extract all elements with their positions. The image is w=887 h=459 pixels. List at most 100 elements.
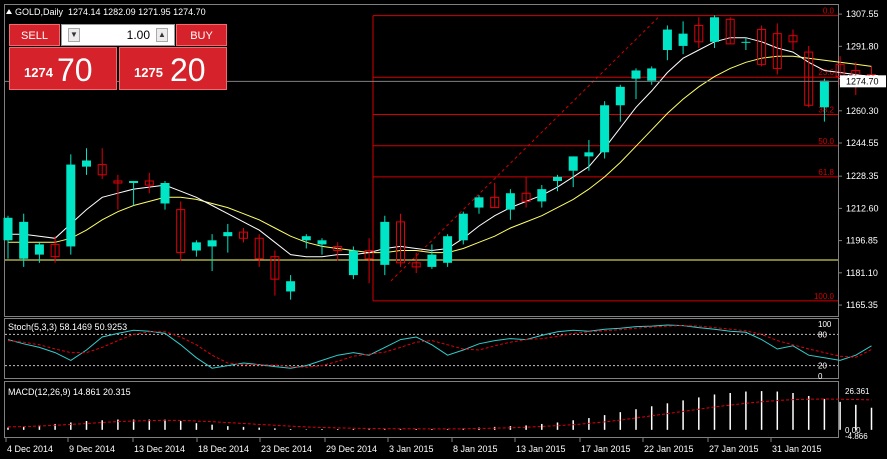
candle — [647, 66, 657, 85]
candle-body — [662, 29, 672, 51]
candle — [34, 242, 44, 263]
sell-price-button[interactable]: 1274 70 — [9, 47, 117, 90]
candle-body — [129, 180, 139, 184]
candle — [19, 213, 29, 267]
price-tick-label: 1212.60 — [846, 203, 879, 213]
candle — [819, 78, 829, 122]
fib-level-label: 23.6 — [818, 68, 834, 77]
stoch-panel[interactable] — [4, 318, 839, 379]
candle-body — [537, 189, 547, 202]
macd-signal-line — [7, 398, 872, 430]
price-axis[interactable]: 1307.551291.801276.051260.301244.551228.… — [5, 9, 886, 310]
candle — [254, 234, 264, 267]
fib-level-label: 100.0 — [814, 292, 835, 301]
buy-button[interactable]: BUY — [176, 24, 227, 46]
macd-indicator: 26.361 0.00-4.866 — [7, 387, 873, 441]
candle-body — [553, 176, 562, 181]
candle — [160, 180, 170, 210]
candle-body — [741, 41, 751, 43]
time-tick-label: 4 Dec 2014 — [7, 444, 53, 454]
buy-price-big: 20 — [170, 52, 206, 88]
candle — [396, 213, 405, 267]
stoch-main-line — [7, 324, 872, 369]
candle — [662, 25, 672, 61]
stoch-title: Stoch(5,3,3) 58.1469 50.9253 — [8, 322, 128, 332]
candle — [176, 201, 186, 261]
candle-body — [144, 180, 154, 186]
candle — [144, 172, 154, 194]
candle-body — [710, 17, 719, 42]
time-tick-label: 9 Dec 2014 — [69, 444, 115, 454]
volume-stepper[interactable]: ▼ ▲ — [61, 24, 175, 46]
candle — [333, 242, 343, 261]
candle-body — [97, 164, 107, 176]
price-tick-label: 1181.10 — [846, 268, 878, 278]
symbol-header: GOLD,Daily 1274.14 1282.09 1271.95 1274.… — [6, 7, 206, 17]
moving-averages — [8, 37, 872, 258]
time-tick-label: 31 Jan 2015 — [772, 444, 822, 454]
candle — [772, 23, 782, 75]
candle-body — [396, 221, 405, 264]
price-tick-label: 1291.80 — [846, 41, 879, 51]
candle-body — [725, 18, 735, 45]
fib-level-label: 38.2 — [818, 105, 834, 114]
candle-body — [380, 221, 390, 265]
volume-input[interactable] — [84, 27, 150, 43]
buy-price-button[interactable]: 1275 20 — [119, 47, 227, 90]
candle-body — [82, 160, 91, 167]
candle-body — [317, 240, 327, 245]
candle-body — [113, 180, 123, 184]
time-tick-label: 3 Jan 2015 — [389, 444, 434, 454]
price-tick-label: 1260.30 — [846, 106, 879, 116]
candle-body — [50, 243, 60, 258]
candle — [521, 176, 531, 208]
candle-body — [34, 244, 44, 255]
candle — [97, 148, 107, 179]
sell-button[interactable]: SELL — [9, 24, 60, 46]
candle — [741, 37, 751, 51]
current-price-label: 1274.70 — [846, 76, 879, 86]
time-tick-label: 13 Jan 2015 — [516, 444, 566, 454]
candle — [411, 252, 421, 274]
stoch-scale-label: 80 — [818, 330, 827, 339]
ma-fast-line — [8, 37, 872, 258]
candle-body — [474, 197, 484, 208]
candle-body — [239, 231, 248, 239]
candle-body — [19, 221, 29, 259]
candle — [239, 228, 248, 243]
candle — [66, 154, 76, 255]
main-chart-panel[interactable] — [4, 4, 839, 317]
macd-title: MACD(12,26,9) 14.861 20.315 — [8, 387, 131, 397]
candlesticks — [3, 15, 876, 300]
increase-volume-icon[interactable]: ▲ — [156, 28, 168, 42]
candle-body — [364, 250, 374, 260]
candle — [631, 68, 641, 100]
price-tick-label: 1165.35 — [846, 300, 878, 310]
candle-body — [521, 192, 531, 202]
macd-panel[interactable] — [4, 381, 839, 438]
candle-body — [254, 237, 264, 260]
fibonacci-retracement[interactable]: 0.0 23.6 38.2 50.0 61.8 100.0 — [372, 7, 838, 302]
time-tick-label: 23 Dec 2014 — [261, 444, 312, 454]
candle — [223, 223, 233, 253]
decrease-volume-icon[interactable]: ▼ — [68, 28, 80, 42]
candle-body — [301, 236, 311, 241]
candle — [301, 234, 311, 249]
ohlc-values: 1274.14 1282.09 1271.95 1274.70 — [68, 7, 206, 17]
candle — [474, 195, 484, 214]
candle-body — [443, 236, 453, 263]
macd-scale-label: 26.361 — [845, 387, 870, 396]
candle — [443, 234, 453, 267]
candle — [804, 45, 814, 108]
candle — [286, 275, 296, 300]
candle-body — [788, 35, 798, 43]
candle-body — [757, 29, 767, 65]
candle-body — [176, 209, 186, 254]
time-axis[interactable]: 4 Dec 2014 9 Dec 2014 13 Dec 2014 18 Dec 20… — [5, 438, 822, 454]
candle — [191, 240, 201, 257]
candle — [490, 183, 500, 209]
candle — [678, 21, 688, 55]
macd-scale-label: 0.00 — [845, 426, 861, 435]
candle-body — [694, 24, 704, 43]
